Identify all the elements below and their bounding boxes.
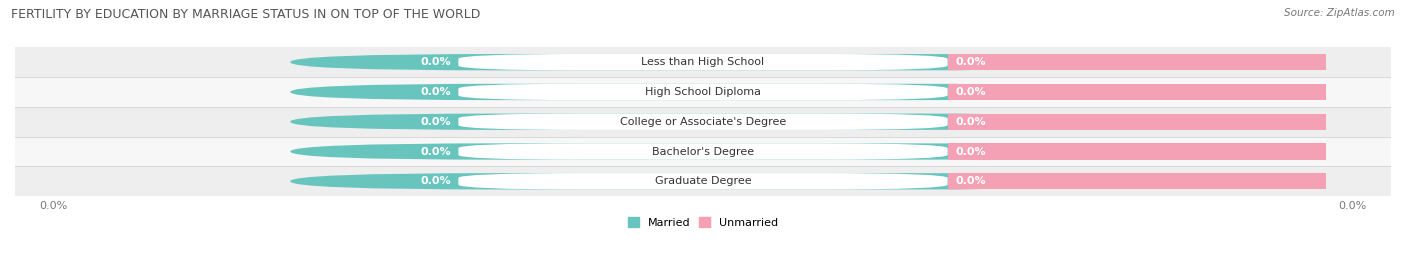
FancyBboxPatch shape [290, 114, 1116, 130]
Text: 0.0%: 0.0% [955, 147, 986, 157]
Bar [948, 54, 1326, 70]
Legend: Married, Unmarried: Married, Unmarried [623, 213, 783, 232]
Text: 0.0%: 0.0% [420, 117, 451, 127]
FancyBboxPatch shape [290, 173, 1116, 189]
FancyBboxPatch shape [458, 54, 948, 70]
FancyBboxPatch shape [290, 143, 1116, 160]
Text: 0.0%: 0.0% [955, 57, 986, 67]
Text: 0.0%: 0.0% [420, 87, 451, 97]
Bar [948, 173, 1326, 189]
Bar [15, 137, 1391, 167]
Text: 0.0%: 0.0% [955, 117, 986, 127]
Bar [15, 77, 1391, 107]
Bar [948, 84, 1326, 100]
FancyBboxPatch shape [458, 84, 948, 100]
FancyBboxPatch shape [290, 54, 1116, 70]
FancyBboxPatch shape [458, 114, 948, 130]
Text: 0.0%: 0.0% [955, 87, 986, 97]
Text: Graduate Degree: Graduate Degree [655, 176, 751, 186]
FancyBboxPatch shape [290, 84, 1116, 100]
Text: 0.0%: 0.0% [420, 57, 451, 67]
FancyBboxPatch shape [458, 173, 948, 189]
Text: 0.0%: 0.0% [420, 176, 451, 186]
Text: Bachelor's Degree: Bachelor's Degree [652, 147, 754, 157]
FancyBboxPatch shape [290, 54, 1116, 70]
Text: 0.0%: 0.0% [955, 176, 986, 186]
Bar [15, 107, 1391, 137]
Text: FERTILITY BY EDUCATION BY MARRIAGE STATUS IN ON TOP OF THE WORLD: FERTILITY BY EDUCATION BY MARRIAGE STATU… [11, 8, 481, 21]
Text: College or Associate's Degree: College or Associate's Degree [620, 117, 786, 127]
Bar [15, 167, 1391, 196]
FancyBboxPatch shape [458, 143, 948, 160]
Text: Less than High School: Less than High School [641, 57, 765, 67]
Text: 0.0%: 0.0% [420, 147, 451, 157]
Bar [948, 143, 1326, 160]
FancyBboxPatch shape [290, 143, 1116, 160]
FancyBboxPatch shape [290, 114, 1116, 130]
FancyBboxPatch shape [290, 173, 1116, 189]
Text: Source: ZipAtlas.com: Source: ZipAtlas.com [1284, 8, 1395, 18]
Text: High School Diploma: High School Diploma [645, 87, 761, 97]
Bar [15, 47, 1391, 77]
Bar [948, 114, 1326, 130]
FancyBboxPatch shape [290, 84, 1116, 100]
